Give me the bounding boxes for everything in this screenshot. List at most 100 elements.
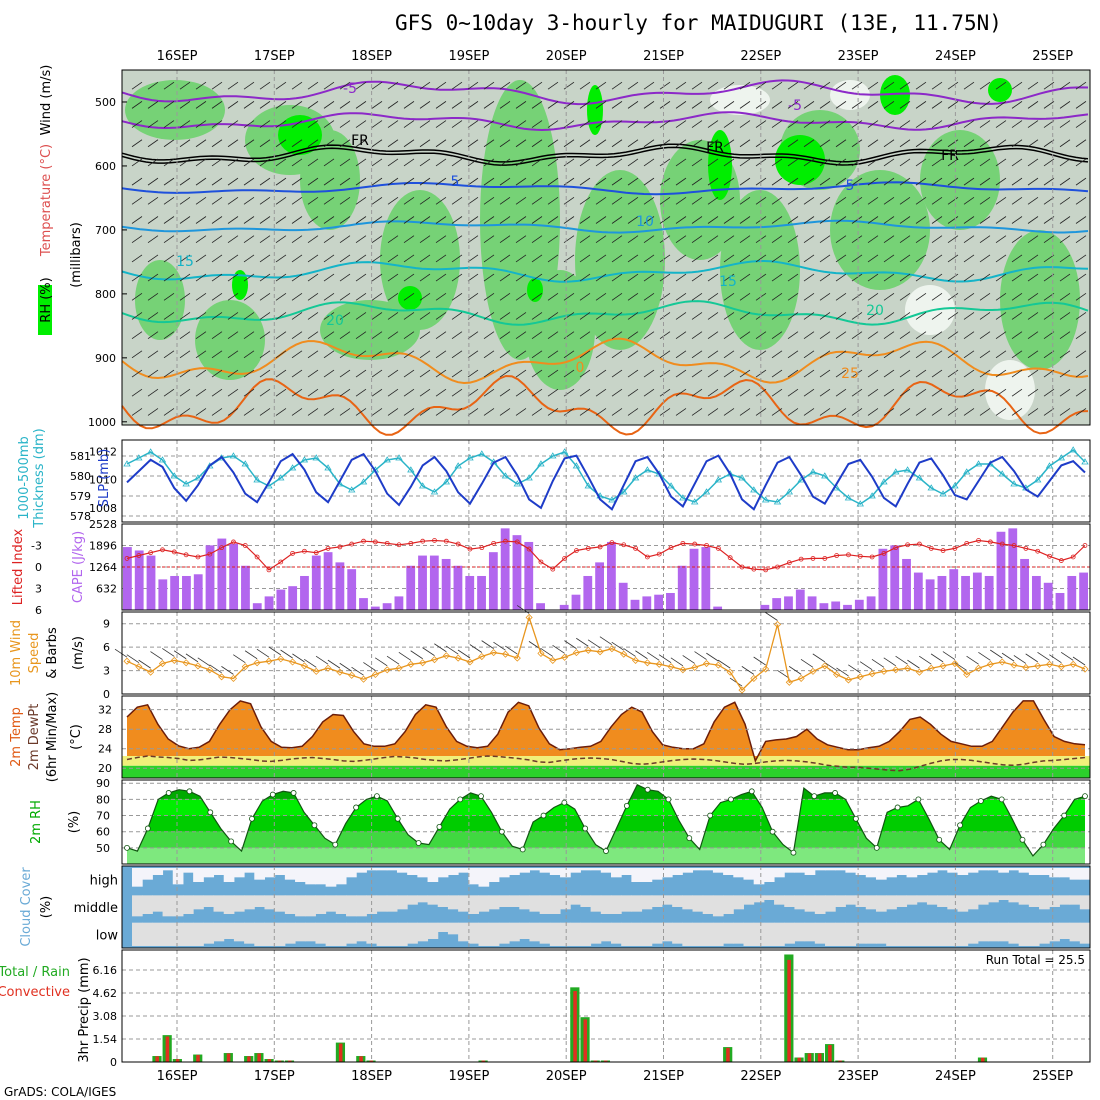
cape-bar	[453, 565, 463, 610]
wind-barb	[275, 273, 287, 282]
wind-barb	[131, 408, 143, 416]
wind-barb	[493, 641, 506, 651]
temperature-line	[126, 700, 1086, 763]
wind-barb	[483, 254, 495, 263]
wind-barb	[579, 312, 591, 320]
wind-barb	[963, 196, 975, 205]
wind-barb	[942, 651, 956, 660]
wind-barb	[915, 369, 927, 378]
rh-high-blob	[988, 78, 1012, 102]
wind-barb	[1059, 369, 1071, 378]
wind-barb	[445, 645, 459, 655]
precip-convective-bar	[603, 1060, 608, 1062]
wind-barb	[126, 654, 140, 663]
millibars-label-0: (millibars)	[69, 222, 84, 288]
wind-speed-point	[797, 674, 805, 682]
wind-barb	[403, 120, 415, 128]
wind-barb	[787, 408, 799, 416]
cloud-gap-high	[784, 868, 795, 873]
cloud-gap-middle	[825, 895, 836, 912]
wind-barb	[1059, 196, 1071, 205]
cloud-gap-low	[580, 922, 592, 946]
wind-barb	[505, 645, 518, 655]
wind-barb	[1075, 196, 1087, 205]
wind-barb	[787, 177, 799, 186]
thickness-point	[395, 454, 403, 461]
lifted-index-point	[1035, 548, 1041, 554]
wind-barb	[803, 408, 815, 416]
wind-barb	[403, 158, 415, 167]
pressure-tick: 900	[95, 352, 116, 365]
wind-barb	[419, 408, 431, 416]
wind-barb	[547, 196, 559, 205]
wind-barb	[1043, 312, 1055, 320]
wind-speed-point	[194, 662, 202, 670]
wind-barb	[659, 273, 671, 282]
wind-barb	[1027, 254, 1039, 263]
rh-point	[249, 815, 255, 822]
thickness-point	[1069, 446, 1077, 453]
cloud-gap-high	[142, 868, 153, 880]
rh-point	[665, 796, 672, 803]
thickness-point	[241, 460, 249, 467]
cape-bar	[831, 601, 841, 610]
wind-barb	[659, 216, 671, 224]
cape-bar	[913, 572, 923, 610]
cool-band	[122, 765, 1090, 778]
thickness-point	[1033, 476, 1042, 483]
wind-barb	[211, 408, 223, 416]
cape-bar	[359, 598, 368, 610]
wind-barb	[1059, 408, 1071, 416]
wind-barb	[259, 81, 271, 90]
cloud-gap-middle	[335, 895, 347, 914]
wind-barb	[1011, 312, 1023, 320]
wind-barb	[483, 177, 495, 186]
wind-barb	[1075, 312, 1087, 320]
wind-barb	[195, 312, 207, 320]
rh-point	[1019, 836, 1026, 843]
wind-barb	[275, 369, 287, 378]
lifted-index-point	[408, 540, 414, 546]
wind-barb	[867, 350, 879, 359]
wind-barb	[675, 139, 687, 148]
cloud-gap-high	[1049, 868, 1060, 878]
cloud-gap-low	[213, 922, 225, 942]
wind-barb	[371, 120, 383, 128]
wind-barb	[915, 177, 927, 186]
wind-barb	[739, 81, 751, 90]
wind-barb	[867, 292, 879, 301]
wind-barb	[739, 120, 751, 128]
wind-barb	[611, 254, 623, 263]
wind-barb	[1059, 292, 1071, 301]
wind-barb	[355, 408, 367, 416]
wind-barb	[515, 81, 527, 90]
cloud-gap-low	[182, 922, 194, 946]
thickness-tick: 580	[70, 470, 91, 483]
cloud-gap-middle	[998, 895, 1009, 900]
wind-barb	[835, 235, 847, 244]
wind-barb	[707, 312, 719, 320]
cloud-gap-high	[672, 868, 683, 875]
wind-barb	[659, 177, 671, 186]
wind-barb	[307, 312, 319, 320]
wind-barb	[563, 235, 575, 244]
cloud-gap-low	[682, 922, 694, 946]
wind-barb	[195, 139, 207, 148]
bottom-date-label: 19SEP	[448, 1069, 489, 1084]
wind-barb	[627, 369, 639, 378]
wind-barb	[163, 331, 175, 339]
cloud-gap-high	[1059, 868, 1071, 878]
cloud-gap-middle	[641, 895, 653, 910]
wind-speed-point	[892, 666, 900, 674]
cape-bar	[429, 555, 439, 610]
wind-barb	[643, 273, 655, 282]
top-date-label: 17SEP	[254, 49, 295, 64]
rh-point	[623, 802, 630, 809]
wind-barb	[515, 312, 527, 320]
rh-high-blob	[587, 85, 603, 135]
wind-barb	[803, 292, 815, 301]
wind-barb	[434, 643, 447, 653]
wind-barb	[259, 292, 271, 301]
wind-barb	[355, 235, 367, 244]
wind-barb	[694, 651, 707, 660]
